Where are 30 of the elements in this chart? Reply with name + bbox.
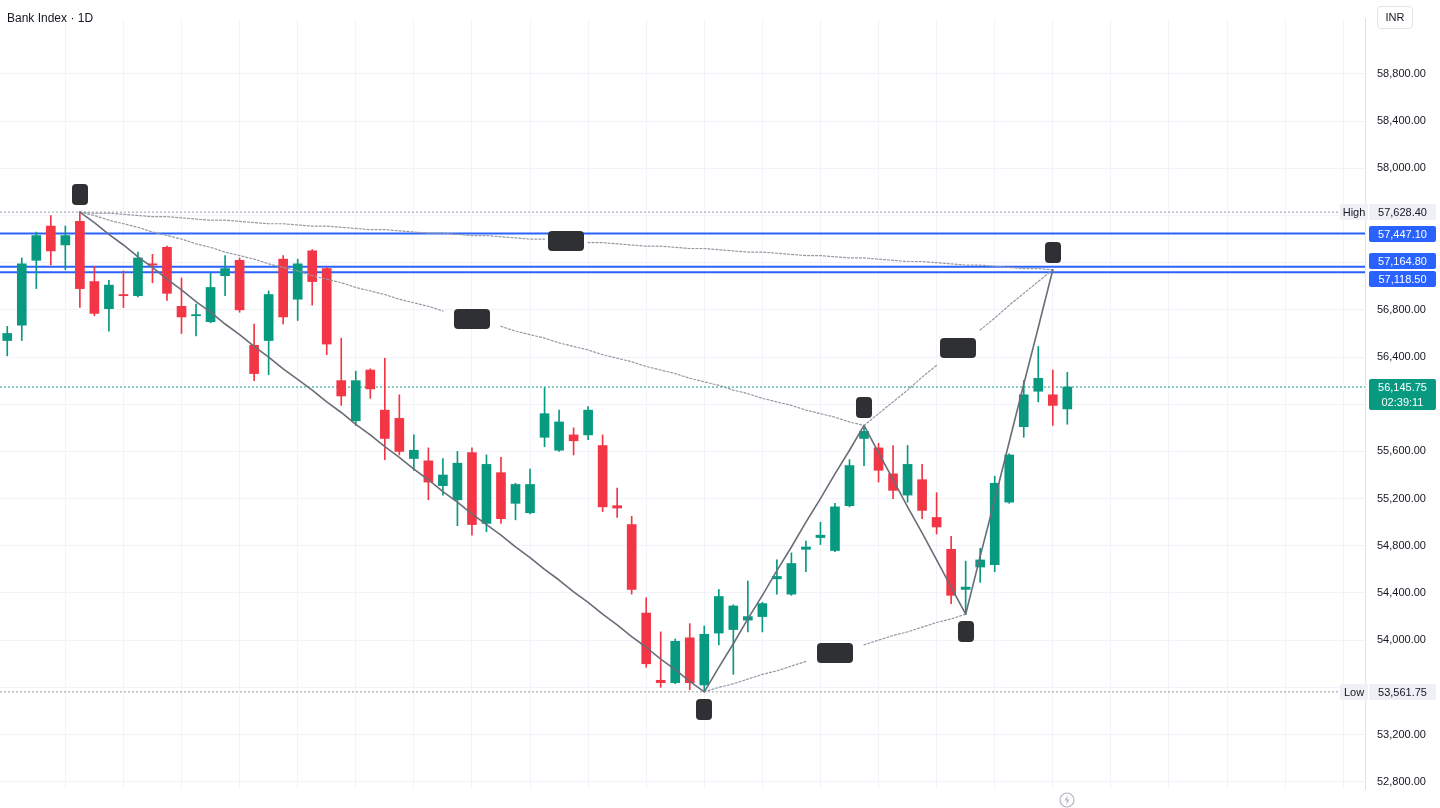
y-tick-label: 56,400.00	[1377, 350, 1426, 363]
y-tick-label: 58,000.00	[1377, 161, 1426, 174]
text: 02:39:11	[1380, 395, 1425, 410]
candlestick	[801, 540, 811, 573]
ref-line-label: 53,561.75	[1369, 683, 1436, 700]
candlestick	[612, 487, 622, 518]
ref-line-label: 57,447.10	[1369, 225, 1436, 242]
ref-line-label: 56,145.75	[1377, 380, 1428, 396]
chart-title: Bank Index · 1D	[7, 11, 94, 25]
y-tick-label: 54,000.00	[1377, 633, 1426, 646]
ref-line-label: 57,164.80	[1369, 252, 1436, 269]
y-tick-label: 56,800.00	[1377, 302, 1426, 315]
y-tick-label: 53,200.00	[1377, 727, 1426, 740]
y-tick-label: 54,400.00	[1377, 586, 1426, 599]
candlestick	[1047, 369, 1058, 426]
y-tick-label: 55,600.00	[1377, 444, 1426, 457]
candlestick	[336, 337, 347, 406]
y-tick-label: 58,800.00	[1377, 66, 1426, 79]
ref-line-label: 57,118.50	[1369, 270, 1436, 287]
candlestick	[220, 255, 230, 297]
y-tick-label: 52,800.00	[1377, 774, 1426, 787]
y-tick-label: 58,400.00	[1377, 114, 1426, 127]
y-tick-label: 55,200.00	[1377, 491, 1426, 504]
annotation: High	[1340, 204, 1368, 221]
y-tick-label: 54,800.00	[1377, 538, 1426, 551]
annotation: Low	[1340, 683, 1368, 700]
candlestick	[655, 631, 666, 688]
y-axis-title: INR	[1377, 6, 1413, 29]
ref-line-label: 57,628.40	[1369, 204, 1436, 221]
candlestick	[191, 303, 201, 337]
